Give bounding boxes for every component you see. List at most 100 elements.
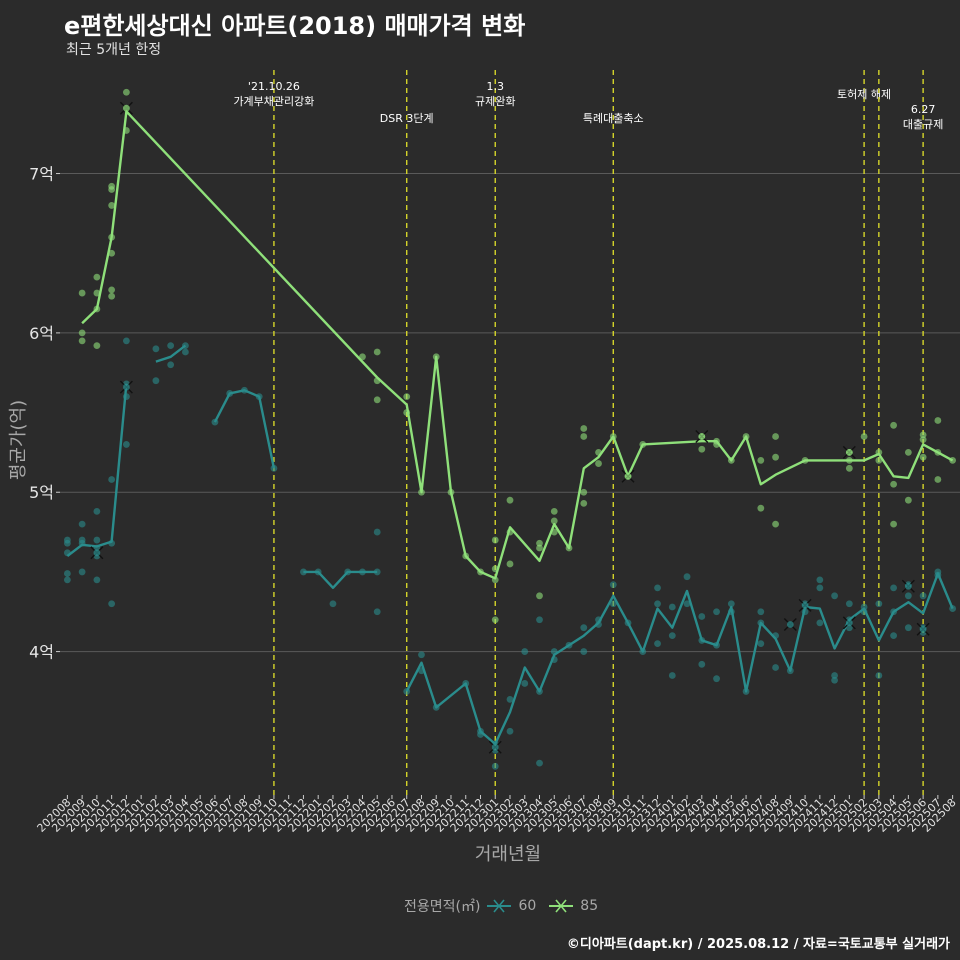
data-point-60 [550,648,558,655]
data-point-60 [536,688,543,695]
source-caption: ©디아파트(dapt.kr) / 2025.08.12 / 자료=국토교통부 실… [566,937,950,952]
data-point-85 [772,453,779,461]
data-point-60 [314,568,322,576]
data-point-85 [919,453,927,461]
data-point-85 [845,464,853,472]
data-point-85 [580,433,588,440]
data-point-85 [580,425,588,432]
data-point-60 [890,632,898,640]
cancel-point-60 [491,743,499,751]
data-point-85 [373,348,381,356]
data-point-85 [860,433,868,440]
data-point-85 [108,186,116,193]
x-axis-title: 거래년월 [475,844,541,865]
data-point-60 [167,342,175,350]
data-point-60 [255,393,263,401]
data-point-85 [93,289,101,297]
data-point-60 [595,616,602,624]
legend-key-85-icon [549,899,574,913]
data-point-60 [93,544,101,552]
event-label: 1.3 규제완화 [475,80,515,108]
data-point-60 [831,592,838,600]
data-point-60 [757,640,765,648]
data-point-85 [875,456,883,464]
data-point-60 [845,600,853,608]
data-point-60 [108,476,116,483]
data-point-60 [63,549,71,557]
data-point-85 [418,488,425,496]
data-point-60 [668,632,676,640]
data-point-60 [122,441,130,448]
data-point-85 [491,576,499,584]
data-point-60 [550,656,558,663]
cancel-point-85 [698,433,706,440]
data-point-60 [521,648,529,655]
x-axis-ticks: 2020082020092020102020112020122021012021… [35,795,959,835]
data-point-85 [772,433,779,440]
data-point-85 [359,353,366,361]
data-point-60 [63,576,71,584]
data-point-85 [491,616,499,624]
data-point-85 [550,528,558,536]
data-point-60 [860,608,868,616]
cancel-point-60 [904,582,912,590]
data-point-85 [934,417,942,424]
data-point-85 [506,528,514,536]
cancel-point-60 [919,625,927,633]
data-point-85 [890,480,898,488]
data-point-60 [373,568,381,576]
data-point-60 [418,651,425,659]
data-point-85 [949,456,957,464]
data-point-60 [713,608,720,616]
data-point-60 [122,393,130,401]
data-point-60 [241,386,248,394]
data-point-60 [580,648,588,655]
data-point-60 [580,624,588,632]
data-point-85 [78,337,86,345]
data-point-60 [683,600,691,608]
data-point-60 [713,641,720,649]
data-point-85 [934,449,942,456]
data-point-85 [757,504,765,512]
data-point-85 [845,456,853,464]
data-point-60 [949,605,957,612]
data-point-85 [536,544,543,552]
data-point-60 [152,377,160,385]
cancel-point-60 [845,619,853,627]
data-point-85 [108,292,116,300]
data-point-85 [639,441,647,448]
data-point-60 [536,616,543,624]
data-point-60 [698,613,706,620]
data-point-60 [122,337,130,345]
data-point-85 [550,517,558,525]
data-point-85 [78,289,86,297]
legend-label-60: 60 [518,898,537,914]
data-point-60 [108,539,116,547]
data-point-85 [536,539,543,547]
data-point-60 [757,608,765,616]
series-line-85 [81,110,954,580]
data-point-60 [639,648,647,655]
data-point-85 [462,552,470,560]
y-tick-label: 5억 [29,483,54,502]
data-point-60 [654,600,661,608]
data-point-60 [742,688,750,695]
data-point-60 [668,603,676,611]
data-point-60 [875,672,883,679]
data-point-60 [373,528,381,536]
event-label: 토허제 해제 [837,87,891,101]
data-point-85 [93,342,101,350]
data-point-85 [742,433,750,440]
data-point-60 [418,667,425,675]
grid-lines [60,173,960,653]
data-point-85 [875,449,883,456]
data-points [63,88,957,770]
data-point-60 [344,568,352,576]
data-point-85 [536,592,543,600]
data-point-60 [491,762,499,770]
data-point-60 [373,608,381,616]
data-point-60 [698,660,706,668]
data-point-60 [565,641,573,649]
